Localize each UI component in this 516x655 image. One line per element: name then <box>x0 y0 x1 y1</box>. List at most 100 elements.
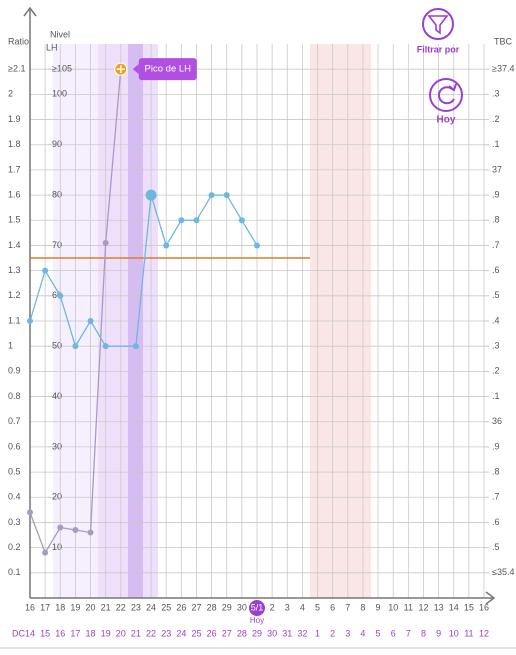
cycle-day-label: 12 <box>479 628 489 638</box>
grid: ≥2.121.91.81.71.61.51.41.31.21.110.90.80… <box>8 44 514 638</box>
lh-tick-label: 60 <box>52 290 62 300</box>
x-tick-label: 19 <box>70 602 80 612</box>
series-point <box>27 318 33 324</box>
x-tick-label: 13 <box>434 602 444 612</box>
x-tick-label: 23 <box>131 602 141 612</box>
series-segment <box>44 270 61 297</box>
cycle-day-label: 23 <box>161 628 171 638</box>
button-label: Hoy <box>437 115 456 126</box>
tooltip <box>138 58 197 81</box>
y-axis-label: Ratio <box>8 36 29 46</box>
filter-button[interactable]: Filtrar por <box>417 8 460 54</box>
cycle-day-label: 29 <box>252 628 262 638</box>
series-point <box>193 217 200 224</box>
cycle-day-label: 25 <box>191 628 201 638</box>
cycle-day-label: 30 <box>267 628 277 638</box>
y2-tick-label: .6 <box>492 517 500 527</box>
cycle-day-label: 8 <box>421 628 426 638</box>
x-tick-label: 22 <box>116 602 126 612</box>
x-axis-arrow <box>485 591 496 605</box>
x-tick-label: 9 <box>376 602 381 612</box>
series-point <box>178 217 185 224</box>
y2-tick-label: ≤35.4 <box>492 567 514 577</box>
x-tick-label: 29 <box>222 602 232 612</box>
y2-tick-label: .1 <box>492 139 500 149</box>
y2-tick-label: .2 <box>492 114 500 124</box>
series-point <box>208 192 215 199</box>
series-point <box>87 318 94 324</box>
lh-tick-label: 70 <box>52 240 62 250</box>
series-segment <box>89 242 107 533</box>
series-segment <box>226 194 243 221</box>
y-tick-label: 1.2 <box>8 290 21 300</box>
y2-tick-label: .9 <box>492 441 500 451</box>
tooltip-pointer <box>132 64 139 75</box>
lh-axis-label: Nivel <box>50 29 70 39</box>
series-point <box>102 239 109 246</box>
series-segment <box>74 320 92 347</box>
y-tick-label: 0.8 <box>8 391 21 401</box>
tooltip-label: Pico de LH <box>145 64 192 75</box>
y-tick-label: 0.7 <box>8 416 21 426</box>
y-tick-label: 0.4 <box>8 492 21 502</box>
lh-tick-label: ≥105 <box>52 64 72 74</box>
x-tick-label: 3 <box>285 602 290 612</box>
x-tick-label: 15 <box>464 602 474 612</box>
y2-tick-label: .9 <box>492 189 500 199</box>
cycle-day-label: 24 <box>176 628 186 638</box>
y-tick-label: 1.9 <box>8 114 21 124</box>
y-tick-label: 0.9 <box>8 366 21 376</box>
refresh-arrow <box>437 86 455 105</box>
lh-tick-label: 50 <box>52 341 62 351</box>
y2-tick-label: 37 <box>492 164 502 174</box>
x-tick-label: 4 <box>300 602 305 612</box>
cycle-day-label: 10 <box>449 628 459 638</box>
cycle-day-label: 32 <box>297 628 307 638</box>
x-tick-label: 8 <box>360 602 365 612</box>
y2-tick-label: .5 <box>492 542 500 552</box>
cycle-day-label: 18 <box>86 628 96 638</box>
y2-tick-label: ≥37.4 <box>492 64 514 74</box>
y-tick-label: 1.1 <box>8 315 21 325</box>
x-tick-label: 30 <box>237 602 247 612</box>
y2-tick-label: 36 <box>492 416 502 426</box>
series-segment <box>150 194 167 246</box>
x-tick-label: 12 <box>418 602 428 612</box>
x-tick-label: 26 <box>176 602 186 612</box>
funnel <box>427 15 449 35</box>
cycle-day-label: 20 <box>116 628 126 638</box>
cycle-day-label: 11 <box>464 628 473 638</box>
x-tick-label: 5 <box>315 602 320 612</box>
y-tick-label: 1 <box>8 341 13 351</box>
lh-tick-label: 10 <box>52 542 62 552</box>
x-tick-label: 14 <box>449 602 459 612</box>
x-tick-label: 16 <box>479 602 489 612</box>
y-tick-label: 0.5 <box>8 466 21 476</box>
x-tick-label: 27 <box>191 602 201 612</box>
series-point <box>42 549 49 556</box>
series-point <box>42 267 49 274</box>
y-axis-arrow <box>23 6 37 17</box>
series-segment <box>59 295 77 347</box>
cycle-day-label: 7 <box>406 628 411 638</box>
y-tick-label: 1.6 <box>8 189 21 199</box>
y2-tick-label: .7 <box>492 240 500 250</box>
series-point <box>145 189 157 201</box>
y-tick-label: ≥2.1 <box>8 64 25 74</box>
y2-tick-label: .3 <box>492 89 500 99</box>
y-tick-label: 2 <box>8 89 13 99</box>
series-segment <box>29 512 46 553</box>
x-tick-label: 7 <box>345 602 350 612</box>
today-button[interactable]: Hoy <box>429 78 463 126</box>
lh-peak-cross <box>116 65 125 74</box>
x-tick-label: 10 <box>388 602 398 612</box>
series-point <box>72 343 79 350</box>
y2-tick-label: .8 <box>492 466 500 476</box>
y2-tick-label: .1 <box>492 391 500 401</box>
series-segment <box>165 219 182 246</box>
series-segment <box>89 320 107 347</box>
x-tick-label: 11 <box>404 602 413 612</box>
x-tick-label: 2 <box>270 602 275 612</box>
y-tick-label: 1.4 <box>8 240 21 250</box>
y2-tick-label: .3 <box>492 341 500 351</box>
